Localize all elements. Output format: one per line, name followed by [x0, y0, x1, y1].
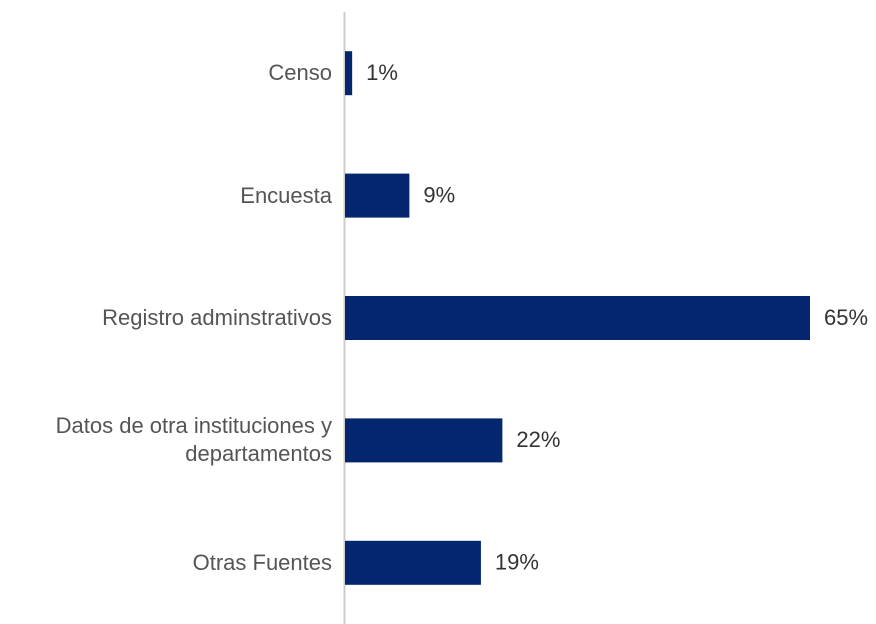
bar: [345, 418, 503, 463]
value-label: 1%: [366, 60, 398, 85]
bar: [345, 540, 481, 585]
value-label: 19%: [495, 550, 539, 575]
category-label: Registro adminstrativos: [102, 305, 332, 330]
value-label: 65%: [824, 305, 868, 330]
category-label: Otras Fuentes: [192, 549, 332, 575]
bar: [345, 173, 410, 218]
bar: [345, 296, 810, 340]
category-label: Censo: [268, 60, 332, 86]
bar: [345, 51, 353, 96]
category-label: Datos de otra instituciones y departamen…: [55, 413, 332, 467]
category-label: Encuesta: [240, 182, 332, 208]
value-label: 22%: [516, 427, 560, 452]
value-label: 9%: [423, 182, 455, 207]
